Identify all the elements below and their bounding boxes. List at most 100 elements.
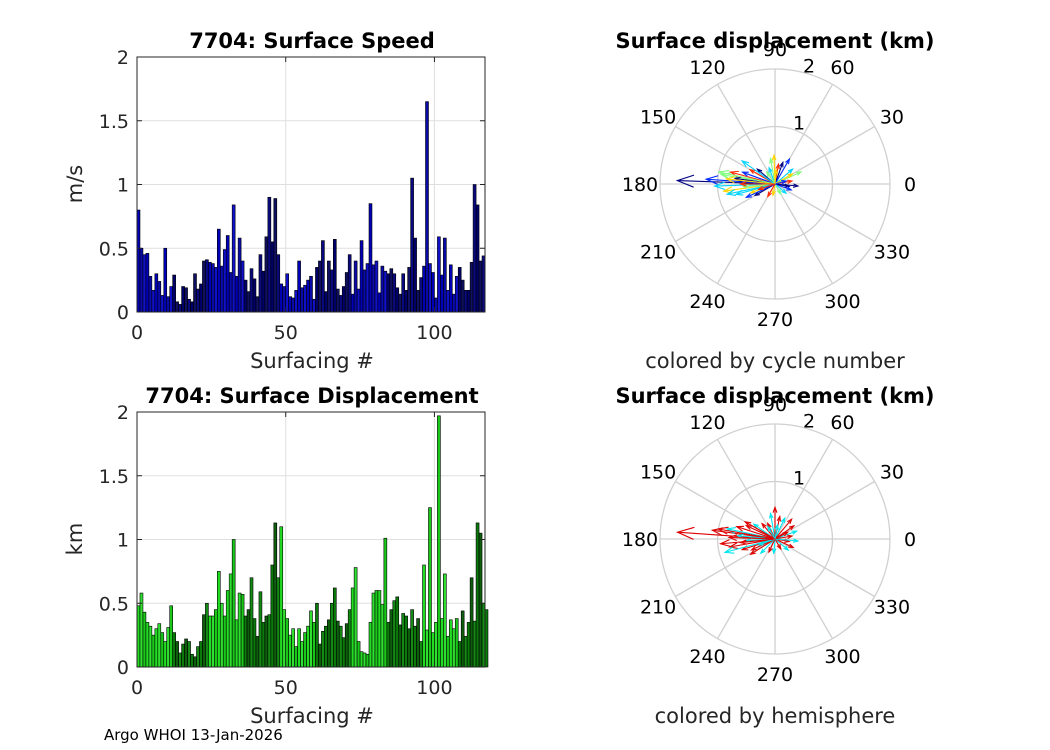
bar xyxy=(446,636,450,668)
bar xyxy=(398,293,403,313)
bar xyxy=(380,265,385,313)
displacement-arrow xyxy=(774,183,800,188)
displacement-arrow xyxy=(724,176,776,185)
bar xyxy=(335,288,340,313)
bar xyxy=(217,571,221,668)
bar xyxy=(222,249,227,313)
bar xyxy=(303,284,307,313)
bar xyxy=(151,634,156,668)
bar xyxy=(285,618,289,668)
displacement-arrow xyxy=(757,183,776,191)
displacement-arrow xyxy=(769,156,776,185)
bar xyxy=(154,273,159,313)
polar-angle-label: 180 xyxy=(622,529,658,551)
bar xyxy=(315,267,319,313)
bar xyxy=(306,625,310,668)
bar xyxy=(356,288,361,313)
bar xyxy=(211,263,215,313)
bar xyxy=(353,260,358,313)
polar-angle-label: 120 xyxy=(689,412,725,434)
bar xyxy=(187,641,191,668)
bar xyxy=(362,269,367,313)
bar xyxy=(401,613,405,668)
bar xyxy=(270,564,275,668)
displacement-arrow xyxy=(735,525,776,540)
displacement-arrow xyxy=(774,534,794,540)
bar xyxy=(240,594,245,668)
bar xyxy=(341,286,346,313)
bar xyxy=(449,619,453,668)
bar xyxy=(217,228,221,313)
bar xyxy=(279,526,284,668)
bar xyxy=(359,651,364,668)
bar xyxy=(297,260,301,313)
displacement-polar-hemisphere: Surface displacement (km) colored by hem… xyxy=(615,384,934,728)
bar xyxy=(211,615,215,668)
displacement-arrow xyxy=(771,538,777,555)
x-tick-label: 100 xyxy=(416,322,452,344)
bar xyxy=(190,653,194,668)
bar xyxy=(413,625,417,668)
bar xyxy=(454,275,459,313)
bar xyxy=(225,590,230,668)
bar xyxy=(166,296,171,313)
bar xyxy=(273,522,278,668)
bar xyxy=(386,622,391,668)
bar xyxy=(199,641,203,668)
bar xyxy=(214,609,218,668)
polar-radius-label: 2 xyxy=(803,411,815,433)
displacement-arrow xyxy=(774,523,779,540)
bar xyxy=(196,646,200,668)
bar xyxy=(398,624,403,668)
speed-chart-xlabel: Surfacing # xyxy=(250,349,374,373)
displacement-arrow xyxy=(774,157,791,185)
displacement-polar-cycle: Surface displacement (km) colored by cyc… xyxy=(615,29,934,373)
x-tick-label: 0 xyxy=(131,677,143,699)
bar xyxy=(457,641,462,668)
bar xyxy=(359,240,364,313)
bar xyxy=(460,279,465,313)
polar-angle-label: 60 xyxy=(830,412,854,434)
bar xyxy=(222,615,227,668)
polar-angle-label: 120 xyxy=(689,57,725,79)
displacement-arrow xyxy=(774,183,793,191)
bar xyxy=(219,265,224,313)
bar xyxy=(466,622,471,668)
polar-angle-label: 30 xyxy=(880,107,904,129)
displacement-arrow xyxy=(717,170,776,185)
bar xyxy=(416,290,420,313)
bar xyxy=(172,274,176,313)
polar-angle-label: 0 xyxy=(904,529,916,551)
bar xyxy=(333,587,337,668)
bar xyxy=(142,254,147,313)
bar xyxy=(395,287,400,313)
bar xyxy=(365,263,370,313)
y-tick-label: 1.5 xyxy=(99,466,129,488)
bar xyxy=(312,298,316,313)
polar-spoke xyxy=(716,538,776,639)
bar xyxy=(380,604,385,668)
bar xyxy=(362,652,367,668)
bar xyxy=(419,277,423,313)
bar xyxy=(389,609,394,668)
bar xyxy=(338,295,343,313)
polar-angle-label: 30 xyxy=(880,462,904,484)
displacement-arrow xyxy=(774,168,794,185)
displacement-arrow xyxy=(744,183,776,199)
bar xyxy=(475,204,480,313)
bar xyxy=(160,295,165,313)
bar xyxy=(243,279,248,313)
bar xyxy=(350,293,355,313)
displacement-arrow xyxy=(723,538,776,554)
bar xyxy=(202,614,206,668)
bar xyxy=(443,573,447,668)
bar xyxy=(246,609,251,668)
bar xyxy=(478,260,483,313)
displacement-arrow xyxy=(774,180,788,185)
polar-angle-label: 0 xyxy=(904,174,916,196)
bar xyxy=(356,641,361,668)
bar xyxy=(466,290,471,313)
bar xyxy=(145,622,150,668)
polar-angle-label: 300 xyxy=(824,291,860,313)
bar xyxy=(341,637,346,668)
